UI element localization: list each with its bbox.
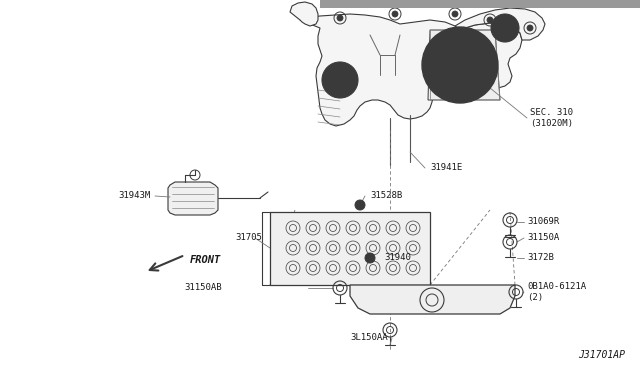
Text: 3172B: 3172B bbox=[527, 253, 554, 263]
Text: 31528B: 31528B bbox=[370, 192, 403, 201]
Circle shape bbox=[392, 11, 398, 17]
Polygon shape bbox=[300, 14, 522, 126]
Text: 31941E: 31941E bbox=[430, 164, 462, 173]
Text: 3L150AA: 3L150AA bbox=[350, 334, 388, 343]
Text: 31150AB: 31150AB bbox=[184, 283, 221, 292]
Text: 31943M: 31943M bbox=[118, 192, 150, 201]
Circle shape bbox=[355, 200, 365, 210]
Text: 31069R: 31069R bbox=[527, 218, 559, 227]
Polygon shape bbox=[455, 8, 545, 40]
Polygon shape bbox=[290, 2, 318, 26]
Polygon shape bbox=[168, 182, 218, 215]
Polygon shape bbox=[428, 30, 500, 100]
Circle shape bbox=[487, 17, 493, 23]
Circle shape bbox=[527, 25, 533, 31]
Text: 31150A: 31150A bbox=[527, 234, 559, 243]
Text: SEC. 310
(31020M): SEC. 310 (31020M) bbox=[530, 108, 573, 128]
Text: J31701AP: J31701AP bbox=[578, 350, 625, 360]
Text: FRONT: FRONT bbox=[190, 255, 221, 265]
Circle shape bbox=[365, 253, 375, 263]
Text: 31940: 31940 bbox=[384, 253, 411, 263]
Circle shape bbox=[422, 27, 498, 103]
Text: 31705: 31705 bbox=[235, 234, 262, 243]
Text: 0B1A0-6121A
(2): 0B1A0-6121A (2) bbox=[527, 282, 586, 302]
Polygon shape bbox=[350, 285, 515, 314]
Circle shape bbox=[337, 15, 343, 21]
Bar bbox=[270, 212, 430, 285]
Bar bbox=[320, 0, 640, 8]
Circle shape bbox=[455, 60, 465, 70]
Circle shape bbox=[491, 14, 519, 42]
Circle shape bbox=[452, 11, 458, 17]
Circle shape bbox=[322, 62, 358, 98]
